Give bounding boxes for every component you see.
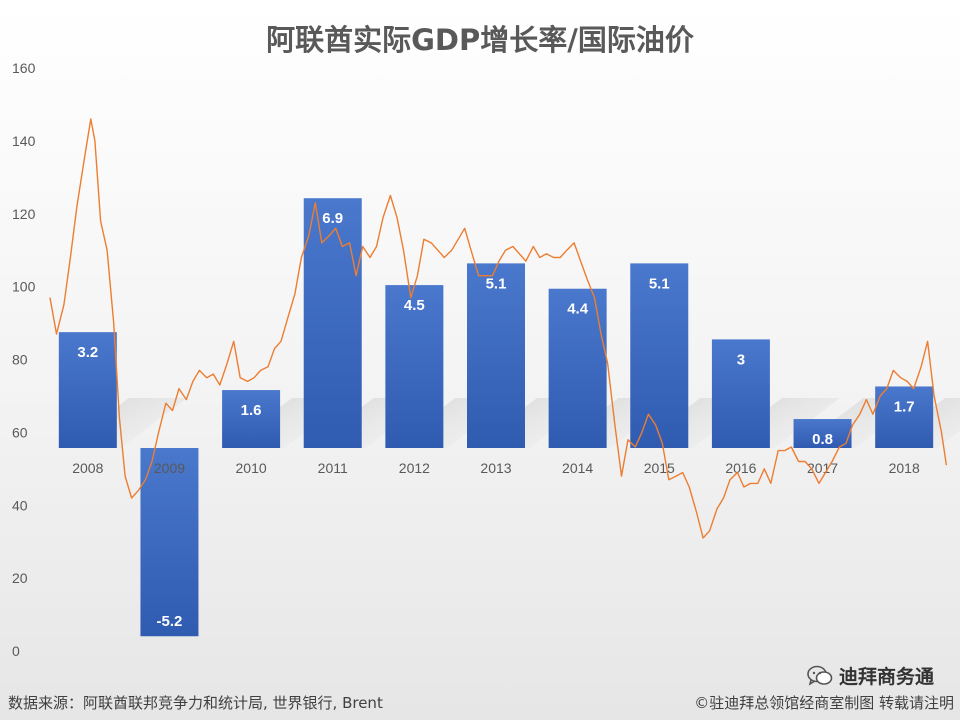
bar-data-label: 1.7 [894, 398, 915, 415]
y-tick-label: 40 [12, 497, 28, 513]
gdp-bar [222, 390, 281, 448]
category-label: 2016 [725, 460, 756, 476]
y-tick-label: 160 [12, 60, 36, 76]
y-tick-label: 0 [12, 643, 20, 659]
gdp-bar [58, 332, 117, 448]
bar-data-label: 3.2 [77, 344, 98, 361]
y-tick-label: 120 [12, 206, 36, 222]
y-tick-label: 100 [12, 279, 36, 295]
watermark-text: 迪拜商务通 [838, 666, 934, 688]
gdp-bar [630, 263, 689, 448]
category-label: 2012 [399, 460, 430, 476]
y-axis-ticks: 0 20 40 60 80 100 120 140 160 [12, 60, 36, 659]
watermark: 迪拜商务通 [807, 662, 934, 689]
gdp-bar [303, 198, 362, 448]
category-label: 2013 [480, 460, 511, 476]
category-labels: 2008 2009 2010 2011 2012 2013 2014 2015 2016 2017… [72, 460, 920, 476]
gdp-bar [875, 386, 934, 448]
bar-data-label: 6.9 [322, 210, 343, 227]
credit-note: ©驻迪拜总领馆经商室制图 转载请注明 [694, 694, 954, 712]
gdp-bar [140, 448, 199, 637]
gdp-bar [793, 419, 852, 448]
category-label: 2014 [562, 460, 593, 476]
bar-data-label: 5.1 [486, 275, 507, 292]
bar-data-label: 0.8 [812, 431, 833, 448]
y-tick-label: 20 [12, 570, 28, 586]
y-tick-label: 60 [12, 424, 28, 440]
chart-title: 阿联酋实际GDP增长率/国际油价 [266, 23, 695, 57]
bar-data-label: 5.1 [649, 275, 670, 292]
category-label: 2018 [889, 460, 920, 476]
y-tick-label: 140 [12, 133, 36, 149]
category-label: 2008 [72, 460, 103, 476]
bar-data-label: 1.6 [241, 402, 262, 419]
bar-data-label: -5.2 [157, 613, 183, 630]
category-label: 2009 [154, 460, 185, 476]
category-label: 2010 [236, 460, 267, 476]
gdp-bar [711, 339, 770, 448]
bar-data-label: 4.4 [567, 301, 589, 318]
wechat-icon [807, 665, 833, 686]
gdp-bar [467, 263, 525, 448]
oil-price-line-series [49, 118, 948, 539]
oil-price-line [49, 118, 948, 539]
bar-data-label: 3 [737, 351, 745, 368]
bar-data-labels: 3.2 -5.2 1.6 6.9 4.5 5.1 4.4 5.1 3 0.8 1.7 [77, 210, 914, 630]
bar-data-label: 4.5 [404, 297, 425, 314]
y-tick-label: 80 [12, 352, 28, 368]
category-label: 2011 [318, 460, 348, 476]
category-label: 2015 [644, 460, 675, 476]
source-note: 数据来源：阿联酋联邦竞争力和统计局, 世界银行, Brent [8, 694, 383, 712]
gdp-bar [385, 285, 444, 448]
